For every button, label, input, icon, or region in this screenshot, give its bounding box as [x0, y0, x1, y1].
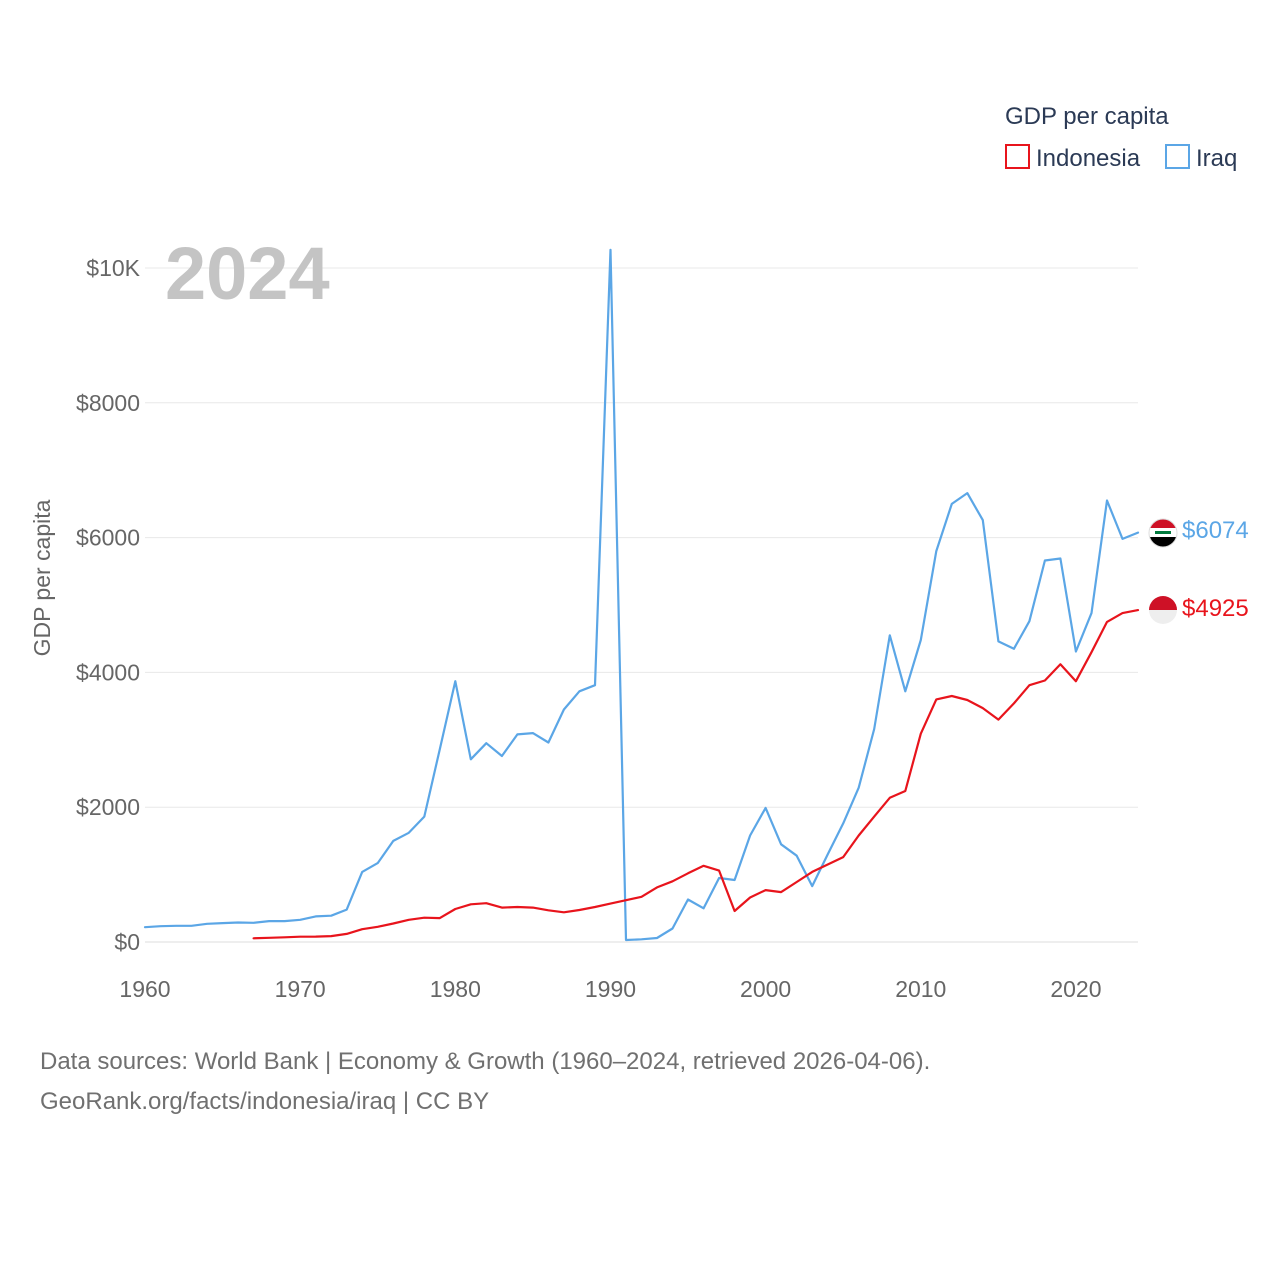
legend-swatch-indonesia: [1005, 144, 1030, 169]
y-tick-label: $10K: [86, 255, 140, 281]
y-tick-label: $2000: [76, 794, 140, 820]
legend-swatch-iraq: [1165, 144, 1190, 169]
data-source-note: Data sources: World Bank | Economy & Gro…: [40, 1048, 931, 1075]
x-tick-label: 1980: [430, 976, 481, 1002]
x-tick-label: 2010: [895, 976, 946, 1002]
end-value-label-indonesia: $4925: [1182, 595, 1249, 622]
x-tick-label: 2020: [1050, 976, 1101, 1002]
footer: Data sources: World Bank | Economy & Gro…: [40, 1042, 930, 1122]
x-tick-label: 1990: [585, 976, 636, 1002]
y-axis-title: GDP per capita: [29, 499, 55, 656]
end-value-label-iraq: $6074: [1182, 517, 1249, 544]
y-tick-label: $6000: [76, 525, 140, 551]
x-tick-label: 1960: [119, 976, 170, 1002]
iraq-flag-border: [1148, 518, 1178, 548]
x-tick-label: 1970: [275, 976, 326, 1002]
source-url[interactable]: GeoRank.org/facts/indonesia/iraq | CC BY: [40, 1088, 490, 1115]
y-tick-label: $0: [114, 929, 140, 955]
iraq-flag-icon: [1149, 519, 1177, 547]
year-label: 2024: [165, 232, 330, 315]
indonesia-flag-icon: [1149, 596, 1177, 624]
x-tick-label: 2000: [740, 976, 791, 1002]
series-line-iraq: [143, 248, 1140, 942]
series-lines: [143, 248, 1140, 942]
y-axis-ticks: $0 $2000 $4000 $6000 $8000 $10K: [76, 255, 141, 955]
grid-lines: [145, 267, 1138, 943]
legend-title: GDP per capita: [1005, 103, 1169, 130]
y-tick-label: $4000: [76, 659, 140, 685]
x-axis-ticks: 1960 1970 1980 1990 2000 2010 2020: [119, 976, 1101, 1002]
legend-label-indonesia: Indonesia: [1036, 145, 1141, 172]
y-tick-label: $8000: [76, 390, 140, 416]
legend-label-iraq: Iraq: [1196, 145, 1237, 172]
series-line-indonesia: [252, 608, 1140, 940]
